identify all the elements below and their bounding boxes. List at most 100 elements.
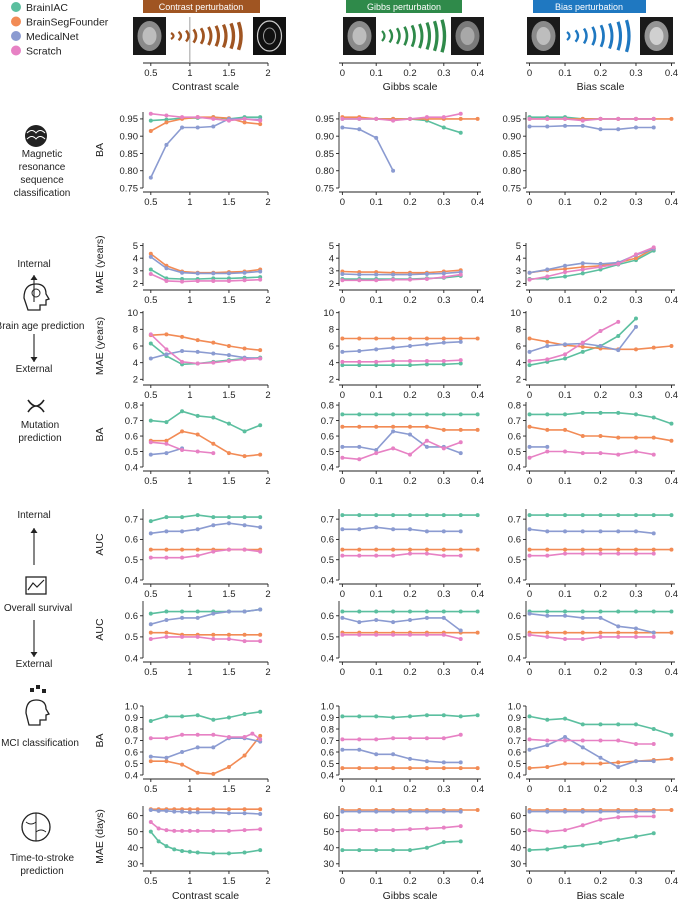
arc-glyph [236,21,243,51]
data-point-medicalnet [148,754,153,759]
y-tick-label: 0.5 [321,759,334,770]
data-point-brainsegfounder [242,753,247,758]
legend: BrainIAC BrainSegFounder MedicalNet Scratch [11,2,109,58]
data-point-medicalnet [408,344,412,348]
x-tick-label: 0.5 [144,295,157,306]
data-point-scratch [563,828,568,833]
data-point-medicalnet [374,525,379,530]
data-point-brainsegfounder [148,759,153,764]
x-tick-label: 0.3 [629,667,642,678]
data-point-medicalnet [340,125,345,130]
data-point-brainsegfounder [633,256,638,261]
x-tick-label: 0 [340,390,345,401]
data-point-scratch [545,357,550,362]
data-point-medicalnet [391,168,396,173]
x-tick-label: 2 [265,876,270,887]
series-line-brainiac [342,840,461,851]
data-point-brainsegfounder [357,766,362,771]
data-point-brainiac [148,418,153,423]
x-tick-label: 0 [527,784,532,795]
data-point-brainsegfounder [374,766,379,771]
y-tick-label: 0.6 [125,431,138,442]
data-point-medicalnet [148,254,153,259]
data-point-brainiac [651,415,656,420]
y-tick-label: 6 [329,341,334,352]
data-point-brainsegfounder [195,432,200,437]
data-point-brainsegfounder [180,762,185,767]
data-point-brainiac [580,843,585,848]
data-point-medicalnet [598,809,603,814]
y-tick-label: 0.80 [503,166,522,177]
data-point-brainiac [164,420,169,425]
x-tick-label: 0.4 [665,589,678,600]
data-point-brainiac [226,421,231,426]
data-point-brainiac [441,513,446,518]
data-point-medicalnet [148,622,153,627]
data-point-medicalnet [164,755,169,760]
x-tick-label: 0.4 [471,295,484,306]
data-point-scratch [563,270,568,275]
data-point-scratch [180,447,185,452]
data-point-scratch [226,547,231,552]
y-tick-label: 0.5 [125,759,138,770]
data-point-brainiac [258,848,263,853]
data-point-medicalnet [340,615,345,620]
data-point-medicalnet [374,447,379,452]
data-point-brainiac [458,839,463,844]
y-tick-label: 0.85 [316,149,335,160]
x-tick-label: 0 [340,784,345,795]
data-point-brainiac [545,717,550,722]
panel-sequence-0: 0.75 0.80 0.85 0.90 0.95 BA 0.5 1 1.5 2 [94,111,271,208]
contrast-header: Contrast perturbation [133,0,286,55]
y-tick-label: 0.7 [125,736,138,747]
data-point-medicalnet [211,351,216,356]
data-point-brainiac [391,609,396,614]
data-point-brainsegfounder [458,766,463,771]
data-point-brainiac [242,712,247,717]
data-point-scratch [545,116,550,121]
data-point-medicalnet [616,764,621,769]
data-point-scratch [580,267,585,272]
x-tick-label: 0.4 [471,68,484,79]
x-tick-label: 1.5 [222,667,235,678]
arc-glyph [170,32,175,40]
data-point-brainiac [633,609,638,614]
x-tick-label: 0.2 [403,390,416,401]
x-tick-label: 1.5 [222,589,235,600]
y-tick-label: 8 [329,325,334,336]
data-point-brainiac [374,412,379,417]
top-scale-axes: 0.5 1 1.5 2 Contrast scale 0 0.1 0.2 0.3 0.4 Gibbs… [143,17,678,93]
panel-survival_external-1: 0.4 0.5 0.6 0 0.1 0.2 0.3 0.4 [321,601,484,678]
x-tick-label: 0.4 [665,784,678,795]
y-tick-label: 0.6 [508,611,521,622]
data-point-scratch [580,551,585,556]
data-point-brainiac [441,412,446,417]
contrast-header-bar [143,0,260,13]
arc-glyph [403,26,409,46]
data-point-medicalnet [563,263,568,268]
arc-glyph [410,24,416,48]
data-point-scratch [408,116,412,121]
x-tick-label: 0.2 [594,68,607,79]
data-point-scratch [340,359,345,364]
x-tick-label: 0.3 [629,197,642,208]
series-line-scratch [342,633,461,640]
data-point-medicalnet [408,272,412,277]
data-point-brainsegfounder [458,547,463,552]
data-point-medicalnet [424,809,429,814]
data-point-scratch [563,449,568,454]
y-tick-label: 0.5 [508,555,521,566]
y-tick-label: 0.4 [508,575,521,586]
data-point-brainsegfounder [580,761,585,766]
data-point-brainsegfounder [180,334,185,339]
data-point-brainsegfounder [563,427,568,432]
data-point-scratch [148,332,153,337]
y-tick-label: 0.5 [508,632,521,643]
x-tick-label: 0.5 [144,667,157,678]
data-point-scratch [242,828,247,833]
data-point-medicalnet [164,451,169,456]
series-line-brainsegfounder [529,426,672,442]
data-point-scratch [340,737,345,742]
series-line-scratch [342,825,461,831]
x-tick-label: 0.4 [665,390,678,401]
